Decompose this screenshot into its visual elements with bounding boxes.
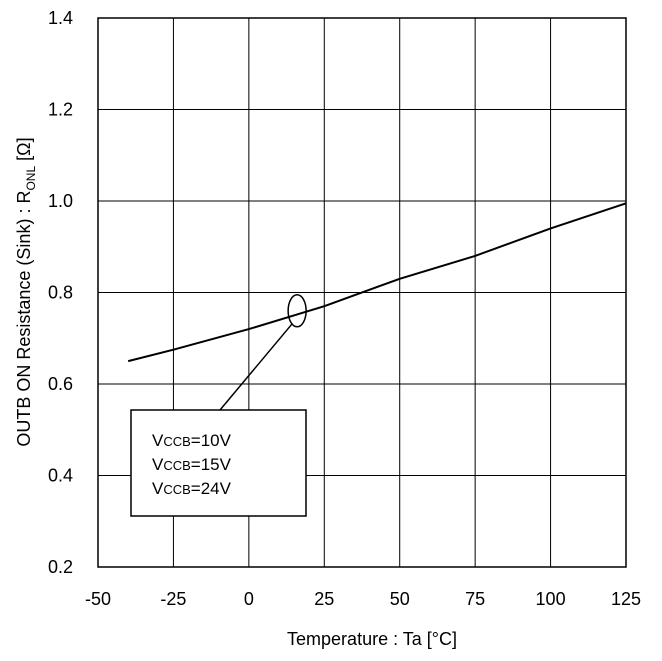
x-tick-label: 25 (314, 589, 334, 609)
y-tick-label: 1.0 (48, 191, 73, 211)
x-tick-label: 0 (244, 589, 254, 609)
legend-main: V (152, 431, 164, 450)
legend-value: =10V (191, 431, 232, 450)
x-axis-label: Temperature : Ta [°C] (287, 629, 457, 649)
legend-line-1: VCCB=15V (152, 455, 232, 474)
legend-subscript: CCB (163, 482, 190, 497)
x-tick-label: -25 (160, 589, 186, 609)
annotation-ellipse (287, 294, 307, 328)
y-tick-label: 0.2 (48, 557, 73, 577)
y-tick-label: 0.8 (48, 283, 73, 303)
legend-subscript: CCB (163, 434, 190, 449)
y-tick-label: 0.4 (48, 466, 73, 486)
legend-main: V (152, 455, 164, 474)
plot-frame (97, 17, 627, 568)
x-tick-label: 125 (611, 589, 641, 609)
legend-line-2: VCCB=24V (152, 479, 232, 498)
y-axis-label: OUTB ON Resistance (Sink) : RONL [Ω] (14, 137, 38, 446)
y-axis-label-suffix: [Ω] (14, 137, 34, 165)
tick-labels: -50 -25 0 25 50 75 100 125 0.2 0.4 0.6 0.8 1.0 1.2 1.4 (48, 8, 641, 609)
y-tick-label: 1.2 (48, 100, 73, 120)
y-tick-label: 0.6 (48, 374, 73, 394)
x-tick-label: 75 (465, 589, 485, 609)
legend-main: V (152, 479, 164, 498)
y-tick-label: 1.4 (48, 8, 73, 28)
x-tick-label: 100 (536, 589, 566, 609)
legend-subscript: CCB (163, 458, 190, 473)
y-axis-label-prefix: OUTB ON Resistance (Sink) : R (14, 191, 34, 447)
annotation-leader (219, 323, 293, 411)
series-layer (127, 202, 627, 363)
x-tick-label: -50 (85, 589, 111, 609)
annotation-legend-box (130, 409, 307, 517)
legend-value: =24V (191, 479, 232, 498)
grid (97, 17, 627, 568)
legend-value: =15V (191, 455, 232, 474)
series-line-0 (127, 202, 627, 363)
y-axis-label-subscript: ONL (24, 166, 38, 191)
x-tick-label: 50 (390, 589, 410, 609)
legend-line-0: VCCB=10V (152, 431, 232, 450)
